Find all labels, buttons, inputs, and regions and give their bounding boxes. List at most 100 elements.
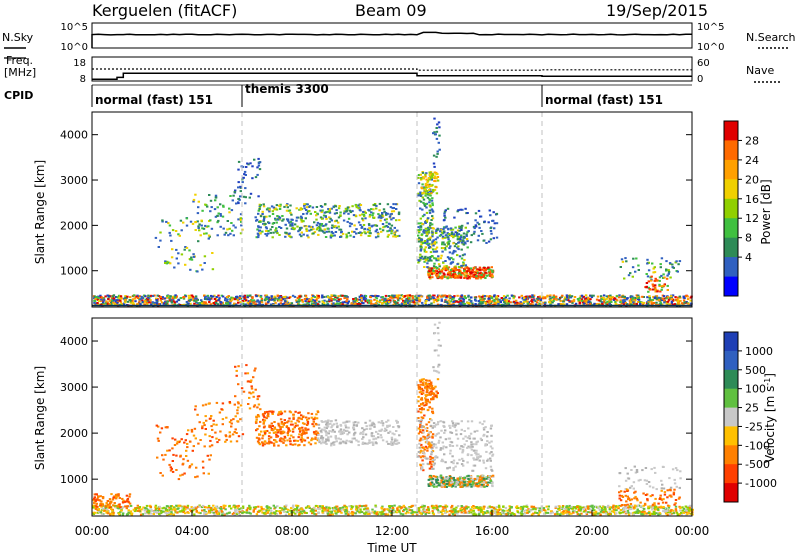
heatmap-cell [460, 275, 463, 278]
heatmap-cell [221, 295, 225, 298]
heatmap-cell [134, 508, 138, 511]
heatmap-cell [468, 267, 471, 270]
heatmap-cell [243, 170, 247, 173]
heatmap-cell [671, 303, 674, 306]
heatmap-cell [416, 509, 419, 512]
heatmap-cell [278, 218, 281, 221]
heatmap-cell [131, 298, 135, 301]
heatmap-cell [329, 513, 332, 516]
heatmap-cell [216, 221, 219, 224]
heatmap-cell [99, 300, 102, 302]
heatmap-cell [488, 209, 491, 212]
heatmap-cell [423, 257, 426, 260]
heatmap-cell [367, 234, 370, 237]
heatmap-cell [433, 257, 436, 260]
heatmap-cell [627, 274, 631, 277]
heatmap-cell [248, 300, 252, 303]
heatmap-cell [250, 299, 253, 301]
heatmap-cell [330, 234, 333, 237]
heatmap-cell [617, 506, 620, 508]
heatmap-cell [479, 277, 483, 280]
heatmap-cell [324, 203, 327, 206]
heatmap-cell [421, 215, 425, 218]
heatmap-cell [477, 234, 480, 237]
heatmap-cell [556, 510, 559, 513]
heatmap-cell [431, 510, 434, 513]
heatmap-cell [584, 294, 588, 297]
heatmap-cell [326, 303, 330, 306]
heatmap-cell [95, 505, 98, 508]
heatmap-cell [666, 274, 669, 277]
heatmap-cell [571, 510, 575, 513]
heatmap-cell [100, 500, 103, 503]
power-heatmap-cells [92, 112, 693, 307]
heatmap-cell [307, 505, 311, 508]
heatmap-cell [443, 210, 447, 213]
heatmap-cell [201, 425, 204, 428]
heatmap-cell [295, 504, 298, 507]
heatmap-cell [528, 509, 531, 512]
heatmap-cell [217, 294, 220, 297]
heatmap-cell [185, 449, 188, 452]
heatmap-cell [474, 212, 478, 215]
heatmap-cell [559, 296, 562, 299]
heatmap-cell [327, 208, 330, 210]
heatmap-cell [666, 510, 669, 512]
heatmap-cell [289, 223, 292, 226]
heatmap-cell [415, 511, 418, 514]
heatmap-cell [187, 511, 190, 514]
heatmap-cell [420, 238, 424, 241]
heatmap-cell [125, 296, 128, 299]
heatmap-cell [149, 301, 153, 304]
heatmap-cell [124, 299, 127, 302]
heatmap-cell [554, 295, 558, 298]
heatmap-cell [262, 220, 265, 223]
heatmap-cell [579, 299, 582, 302]
heatmap-cell [193, 302, 196, 305]
heatmap-cell [651, 508, 654, 511]
heatmap-cell [116, 301, 119, 304]
heatmap-cell [146, 303, 149, 306]
heatmap-cell [300, 512, 304, 515]
heatmap-cell [602, 505, 605, 508]
heatmap-cell [220, 408, 223, 411]
heatmap-cell [219, 225, 222, 228]
heatmap-cell [315, 228, 319, 231]
heatmap-cell [537, 297, 540, 300]
heatmap-cell [417, 238, 421, 241]
heatmap-cell [189, 440, 192, 443]
heatmap-cell [674, 296, 677, 299]
heatmap-cell [650, 300, 653, 303]
heatmap-cell [672, 266, 675, 269]
heatmap-cell [493, 509, 497, 512]
heatmap-cell [670, 302, 673, 305]
heatmap-cell [403, 295, 407, 298]
heatmap-cell [257, 225, 260, 228]
heatmap-cell [282, 218, 285, 221]
heatmap-cell [237, 504, 240, 507]
heatmap-cell [211, 268, 215, 271]
heatmap-cell [418, 229, 421, 232]
heatmap-cell [510, 294, 514, 297]
heatmap-cell [322, 302, 326, 304]
heatmap-cell [490, 297, 494, 299]
heatmap-cell [408, 300, 411, 303]
heatmap-cell [234, 189, 237, 192]
heatmap-cell [360, 296, 363, 299]
heatmap-cell [298, 295, 302, 298]
heatmap-cell [564, 508, 568, 511]
heatmap-cell [161, 220, 164, 223]
heatmap-cell [609, 298, 612, 301]
heatmap-cell [437, 259, 440, 262]
heatmap-cell [317, 294, 320, 297]
heatmap-cell [587, 505, 590, 508]
heatmap-cell [460, 294, 464, 297]
heatmap-cell [601, 302, 604, 305]
heatmap-cell [436, 303, 440, 306]
heatmap-cell [131, 301, 135, 304]
heatmap-cell [273, 299, 276, 302]
heatmap-cell [354, 297, 357, 300]
heatmap-cell [296, 297, 299, 299]
heatmap-cell [241, 299, 244, 302]
